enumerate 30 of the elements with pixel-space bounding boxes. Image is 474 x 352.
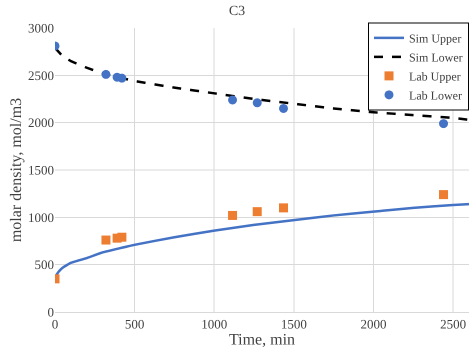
x-tick-label: 1500: [280, 316, 307, 332]
y-tick-label: 0: [48, 304, 54, 320]
point: [228, 210, 238, 220]
x-tick-label: 500: [124, 316, 144, 332]
y-tick-label: 1000: [28, 210, 54, 225]
y-tick-label: 3000: [28, 20, 54, 36]
y-axis-title: molar density, mol/m3: [8, 98, 25, 242]
x-tick-label: 2500: [440, 316, 466, 332]
point: [117, 232, 126, 242]
point: [439, 190, 448, 200]
point: [252, 207, 262, 216]
legend-label: Lab Lower: [409, 88, 462, 102]
x-tick-label: 1000: [201, 316, 228, 332]
point: [228, 95, 238, 104]
y-tick-label: 1500: [28, 162, 54, 178]
point: [101, 70, 110, 79]
legend-label: Sim Upper: [409, 32, 462, 46]
point: [101, 236, 110, 245]
chart-title: C3: [228, 4, 246, 20]
point: [279, 104, 288, 113]
y-tick-label: 2500: [28, 68, 54, 83]
legend-label: Sim Lower: [409, 50, 463, 64]
point: [279, 203, 288, 212]
point: [252, 98, 262, 108]
point: [439, 119, 448, 128]
x-tick-label: 2000: [360, 316, 386, 332]
x-axis-title: Time, min: [228, 332, 296, 349]
y-tick-label: 2000: [28, 115, 54, 130]
y-tick-label: 500: [34, 257, 54, 272]
legend-label: Lab Upper: [409, 70, 461, 84]
